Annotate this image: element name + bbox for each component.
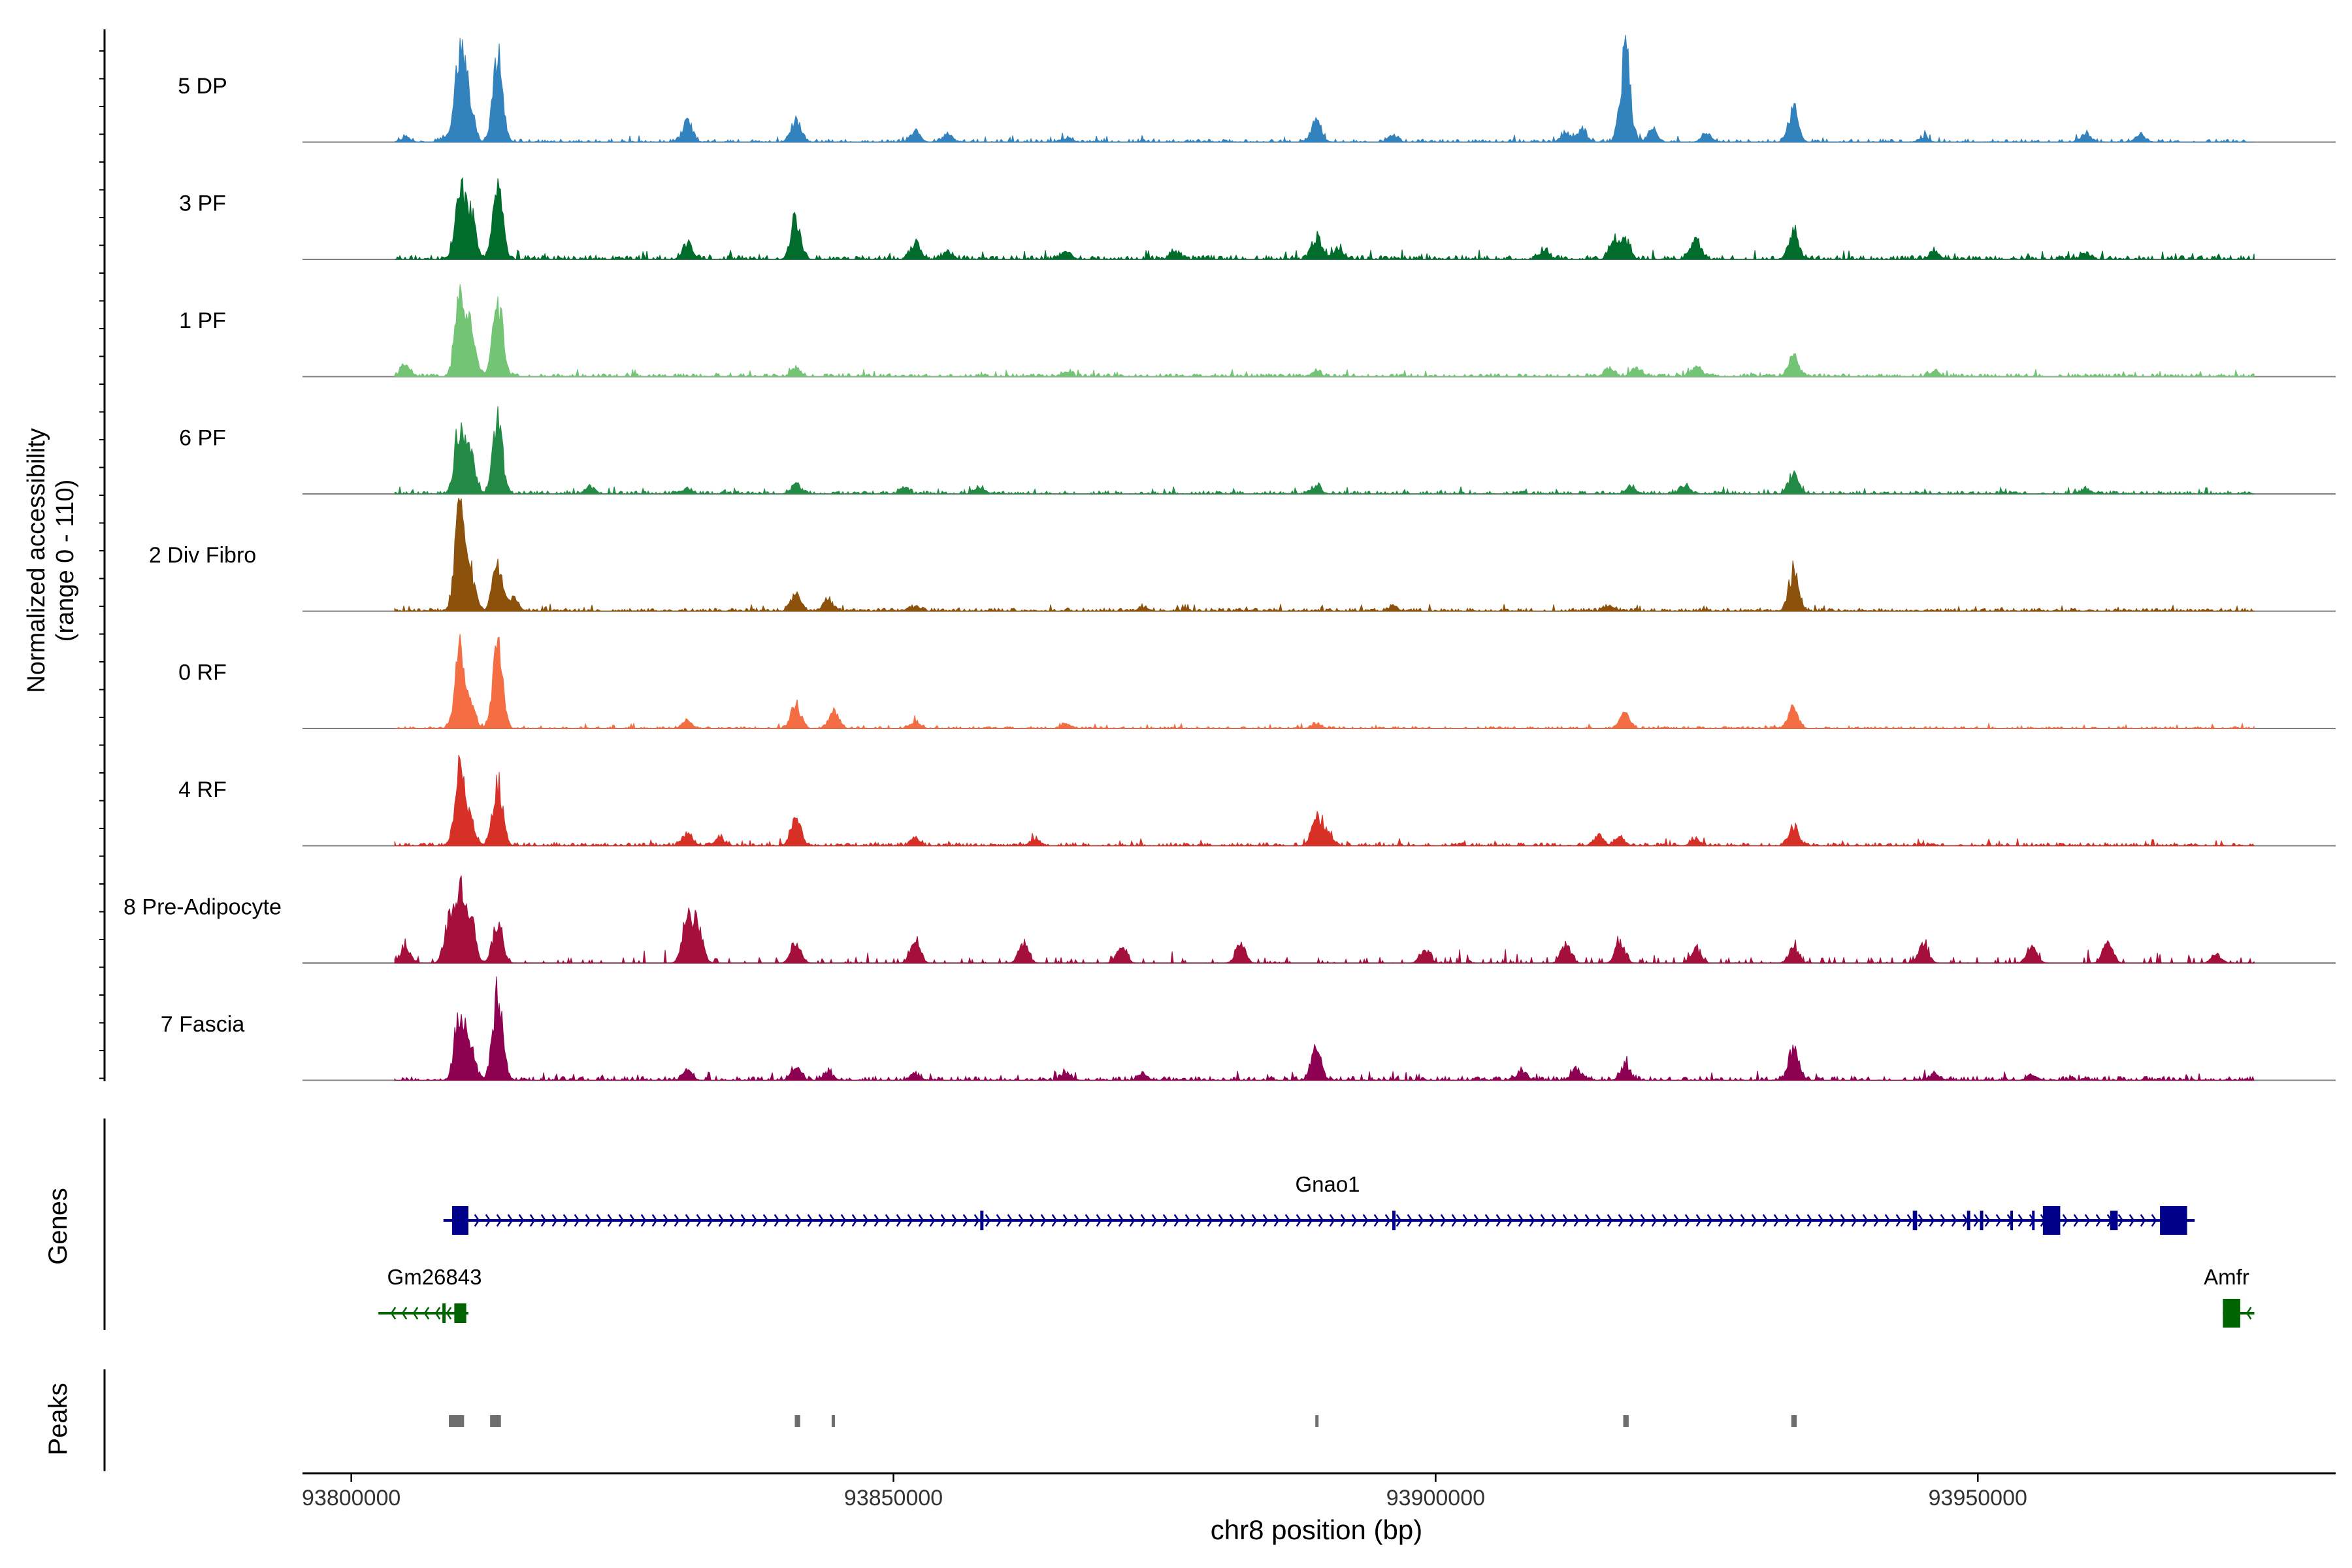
peak-region [449,1415,465,1427]
peak-region [490,1415,501,1427]
track-label: 7 Fascia [161,1012,245,1037]
y-axis-label-line2: (range 0 - 110) [52,480,79,642]
peak-region [1791,1415,1797,1427]
y-axis [99,29,106,1081]
gene-exon [2160,1206,2187,1235]
peak-region [1623,1415,1629,1427]
peak-region [794,1415,800,1427]
track-8-pre-adipocyte: 8 Pre-Adipocyte [123,875,2336,964]
gene-exon [2110,1211,2118,1230]
track-6-pf: 6 PF [179,406,2336,495]
coverage-area [394,875,2255,964]
track-3-pf: 3 PF [179,176,2336,261]
gene-exon [454,1303,466,1323]
track-0-rf: 0 RF [178,634,2336,730]
gene-exon [2223,1299,2240,1328]
coverage-area [394,755,2255,847]
track-label: 5 DP [178,74,227,99]
y-axis-label-line1: Normalized accessibility [23,428,50,693]
x-axis: chr8 position (bp) 93800000 93850000 93900… [302,1472,2336,1545]
track-4-rf: 4 RF [178,755,2336,847]
x-tick-label: 93950000 [1929,1486,2027,1511]
gene-gm26843: Gm26843 [378,1265,482,1323]
gene-exon [442,1303,446,1323]
coverage-area [395,176,2255,261]
coverage-area [395,634,2255,730]
coverage-area [394,35,2255,144]
peaks-panel: Peaks [44,1369,1797,1471]
gene-amfr: Amfr [2204,1265,2255,1328]
track-label: 0 RF [178,661,227,685]
x-tick-label: 93800000 [302,1486,400,1511]
genes-label: Genes [44,1188,73,1265]
gene-exon [1980,1211,1984,1230]
gene-exon [452,1206,468,1235]
track-1-pf: 1 PF [179,284,2336,378]
peaks-label: Peaks [44,1382,73,1455]
coverage-area [394,497,2255,612]
track-label: 8 Pre-Adipocyte [123,895,282,920]
coverage-tracks: 5 DP 3 PF 1 PF 6 PF 2 Div Fibro 0 RF 4 RF 8 Pre… [123,35,2336,1082]
x-axis-label: chr8 position (bp) [1211,1514,1423,1545]
peak-region [831,1415,835,1427]
coverage-area [394,284,2255,378]
gene-exon [2042,1206,2061,1235]
coverage-area [394,406,2255,495]
gene-exon [1967,1211,1970,1230]
track-7-fascia: 7 Fascia [161,976,2336,1082]
x-tick-label: 93900000 [1386,1486,1485,1511]
coverage-area [394,976,2255,1082]
track-label: 6 PF [179,426,226,451]
track-label: 2 Div Fibro [149,543,256,568]
gene-exon [1912,1211,1918,1230]
gene-exon [980,1211,984,1230]
gene-exon [2010,1211,2014,1230]
genes-panel: Genes Gnao1 Gm26843 Amfr [44,1119,2255,1330]
y-axis-label: Normalized accessibility (range 0 - 110) [23,428,79,693]
gene-label: Gm26843 [387,1265,482,1289]
track-label: 3 PF [179,191,226,216]
x-tick-label: 93850000 [844,1486,943,1511]
gene-label: Gnao1 [1295,1172,1360,1196]
gene-exon [2032,1211,2035,1230]
strand-chevrons [390,1307,463,1320]
gene-exon [1392,1211,1396,1230]
track-2-div-fibro: 2 Div Fibro [149,497,2336,612]
gene-gnao1: Gnao1 [443,1172,2195,1235]
track-label: 1 PF [179,308,226,333]
track-label: 4 RF [178,777,227,802]
gene-label: Amfr [2204,1265,2249,1289]
peak-region [1315,1415,1319,1427]
track-5-dp: 5 DP [178,35,2336,144]
